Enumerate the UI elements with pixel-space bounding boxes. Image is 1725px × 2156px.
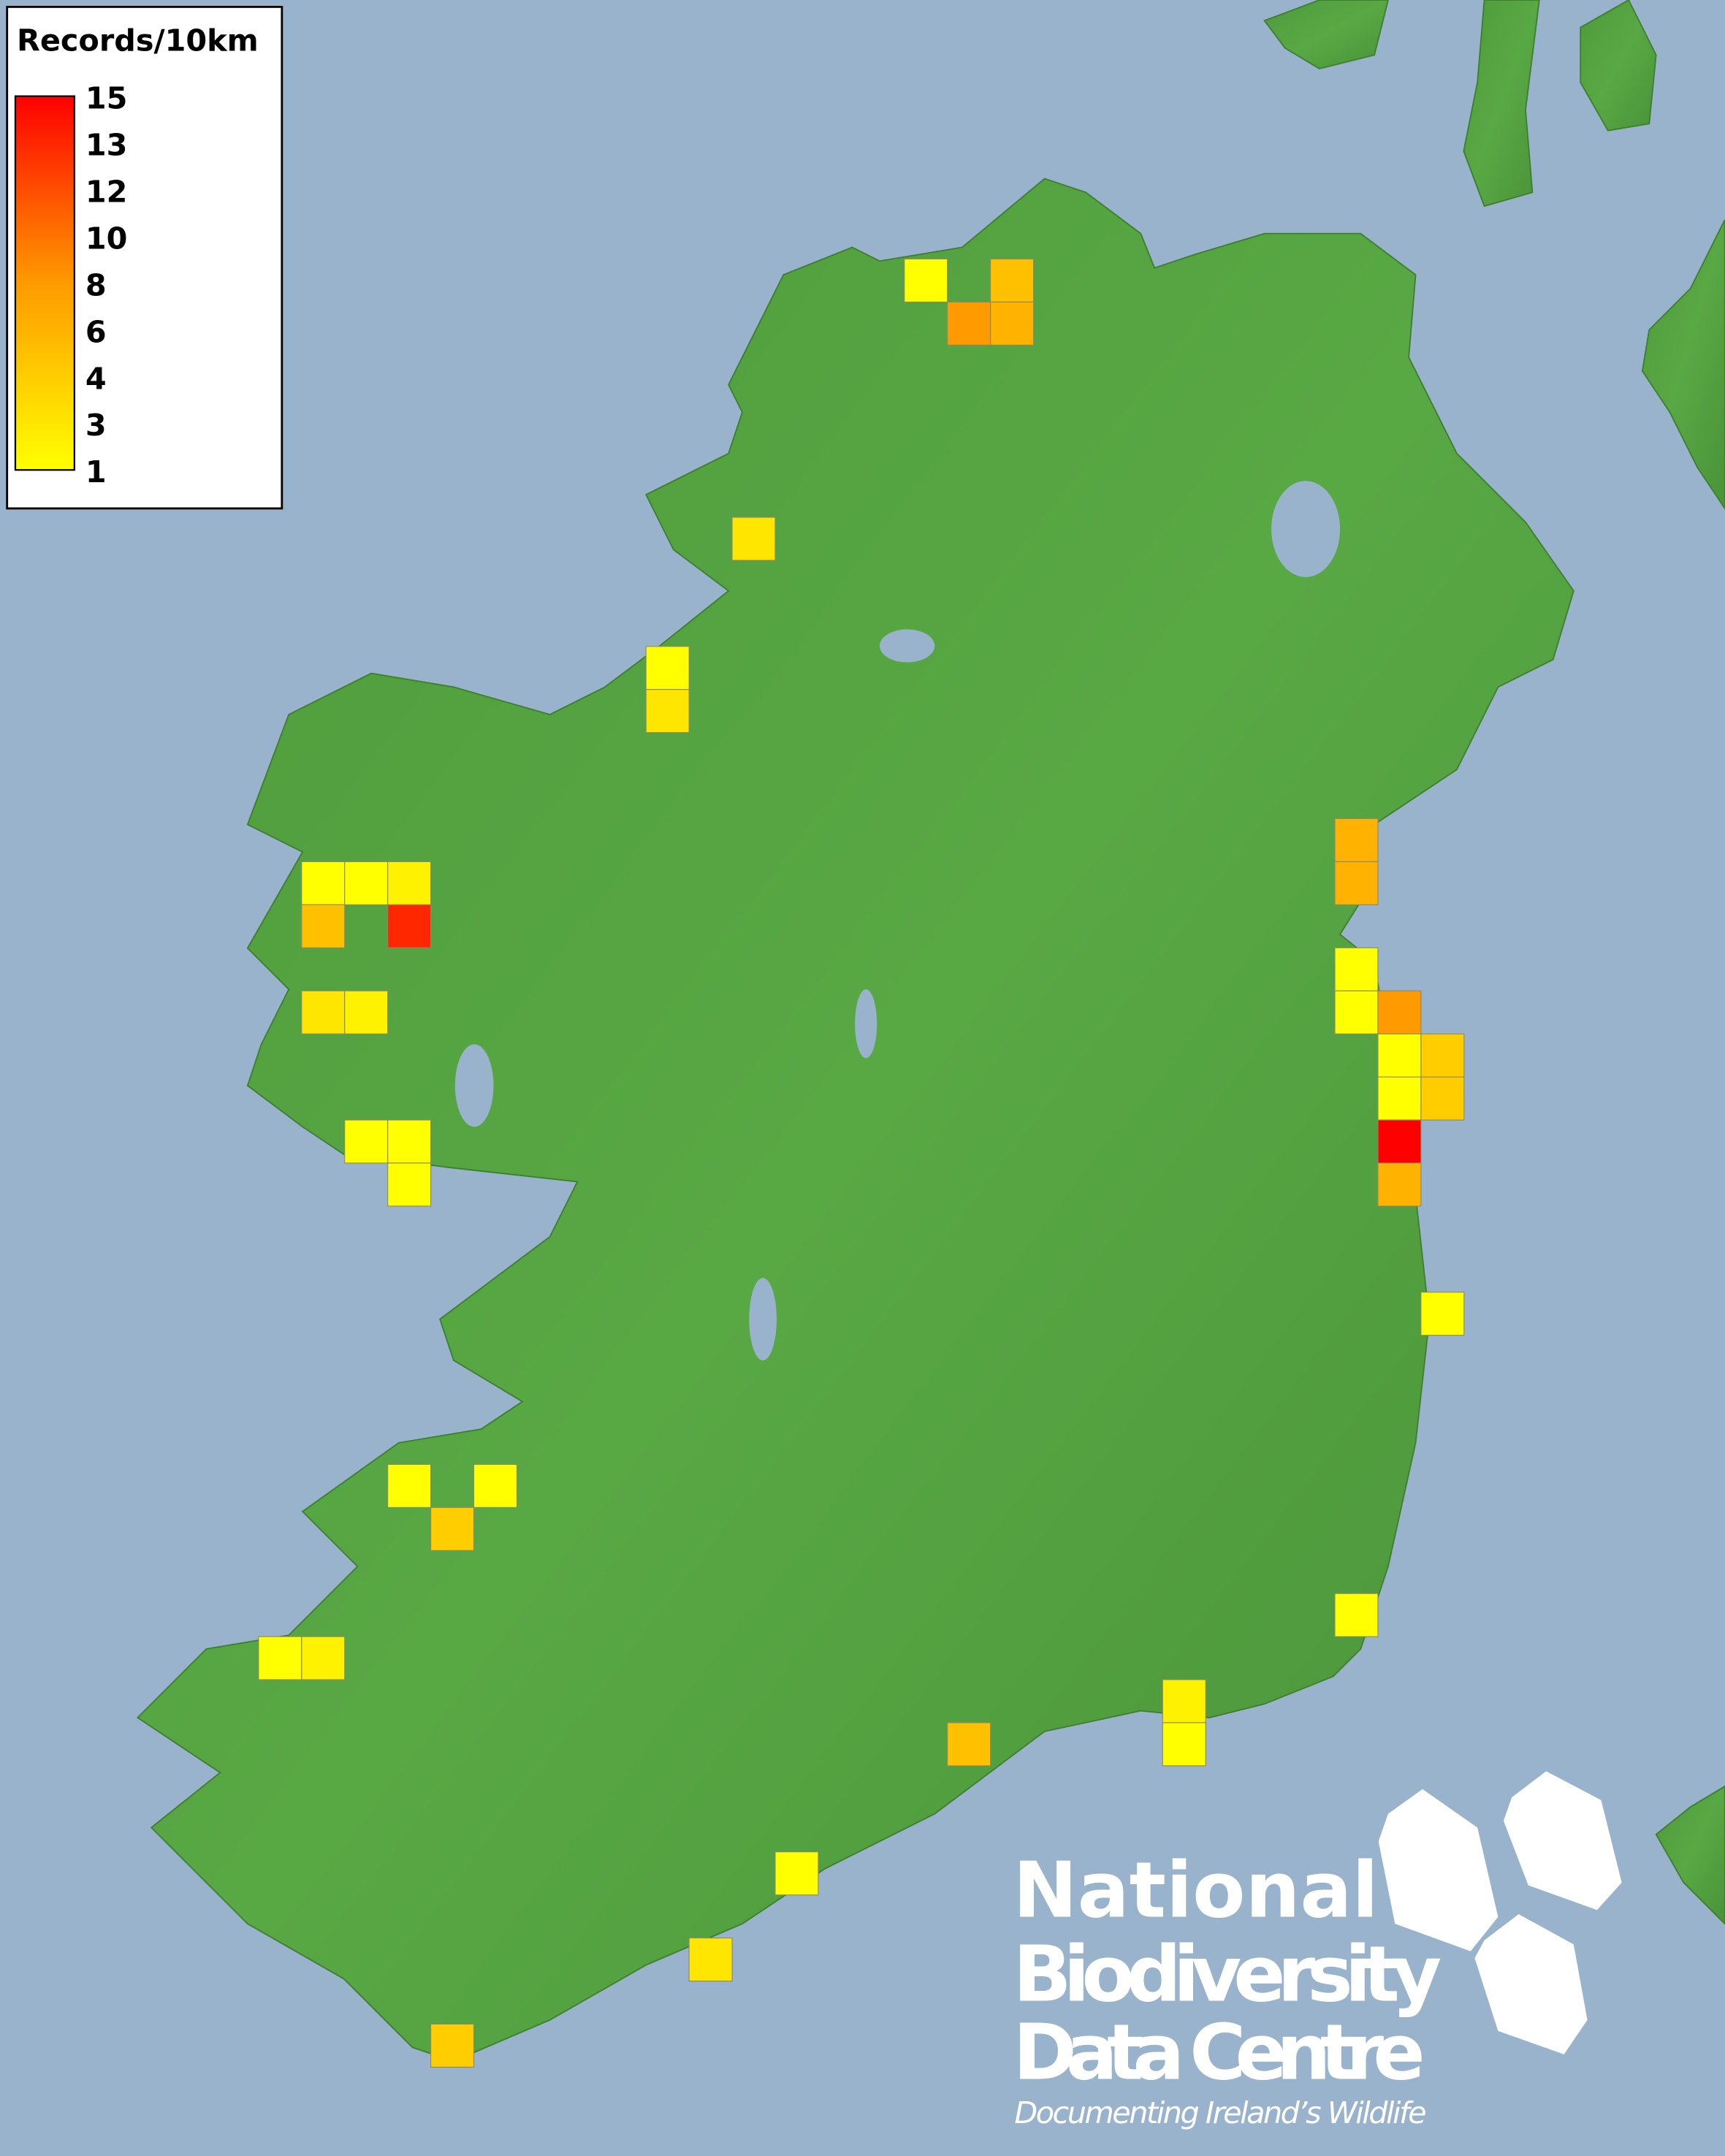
grid-square[interactable] <box>1377 1076 1422 1121</box>
legend-color-bar <box>14 95 75 471</box>
grid-square[interactable] <box>688 1938 733 1982</box>
scotland-islands <box>1263 0 1389 70</box>
butterfly-icon <box>1503 1771 1622 1911</box>
logo-line-biodiversity: Biodiversity <box>1013 1929 1442 2019</box>
grid-square[interactable] <box>430 1506 475 1551</box>
grid-square[interactable] <box>430 2023 475 2068</box>
logo-tagline: Documenting Ireland’s Wildlife <box>1014 2095 1426 2130</box>
ndbc-logo: National Biodiversity Data Centre Docume… <box>1013 1771 1622 2130</box>
grid-square[interactable] <box>387 1119 432 1164</box>
grid-square[interactable] <box>1334 1593 1379 1637</box>
grid-square[interactable] <box>301 990 346 1035</box>
grid-square[interactable] <box>1377 990 1422 1035</box>
grid-square[interactable] <box>1162 1722 1206 1767</box>
seahorse-icon <box>1474 1913 1588 2054</box>
legend-tick-label: 13 <box>85 128 128 163</box>
legend: Records/10km 15 13 12 10 8 6 4 3 1 <box>6 5 283 510</box>
lough-corrib <box>454 1044 494 1127</box>
grid-square[interactable] <box>947 301 991 346</box>
grid-square[interactable] <box>1334 861 1379 905</box>
grid-square[interactable] <box>387 904 432 948</box>
legend-tick-label: 3 <box>85 408 107 443</box>
grid-square[interactable] <box>301 904 346 948</box>
grid-square[interactable] <box>344 861 389 905</box>
grid-square[interactable] <box>344 990 389 1035</box>
grid-square[interactable] <box>990 258 1035 302</box>
grid-square[interactable] <box>1334 818 1379 863</box>
scotland-kintyre <box>1463 0 1540 207</box>
grid-square[interactable] <box>1334 990 1379 1035</box>
legend-title: Records/10km <box>17 23 259 58</box>
land-masses <box>136 0 1725 2062</box>
grid-square[interactable] <box>1377 1033 1422 1078</box>
legend-tick-label: 12 <box>85 174 128 209</box>
legend-tick-label: 1 <box>85 454 107 490</box>
logo-hexagon-icons <box>1378 1771 1622 2054</box>
lough-ree <box>855 989 877 1059</box>
grid-square[interactable] <box>301 1636 346 1680</box>
scotland-southwest <box>1641 219 1725 511</box>
grid-square[interactable] <box>1420 1076 1465 1121</box>
lough-neagh <box>1271 481 1341 577</box>
grid-square[interactable] <box>645 646 690 690</box>
legend-tick-label: 4 <box>85 361 107 396</box>
tree-icon <box>1378 1789 1499 1951</box>
scotland-arran <box>1580 0 1657 132</box>
grid-square[interactable] <box>990 301 1035 346</box>
grid-square[interactable] <box>473 1463 518 1508</box>
grid-square[interactable] <box>387 1463 432 1508</box>
grid-square[interactable] <box>947 1722 991 1767</box>
grid-square[interactable] <box>731 517 776 561</box>
lough-derg <box>749 1278 777 1361</box>
lakes <box>454 481 1341 1361</box>
legend-tick-label: 8 <box>85 267 107 302</box>
grid-square[interactable] <box>1420 1033 1465 1078</box>
grid-square[interactable] <box>387 1162 432 1207</box>
grid-square[interactable] <box>344 1119 389 1164</box>
legend-tick-label: 10 <box>85 221 128 256</box>
ireland-landmass <box>136 178 1574 2062</box>
lough-erne <box>880 629 935 663</box>
logo-line-data-centre: Data Centre <box>1013 2008 1425 2098</box>
grid-square[interactable] <box>1377 1119 1422 1164</box>
grid-square[interactable] <box>774 1851 819 1896</box>
grid-square[interactable] <box>1334 947 1379 991</box>
grid-square[interactable] <box>258 1636 302 1680</box>
grid-square[interactable] <box>387 861 432 905</box>
grid-square[interactable] <box>904 258 948 302</box>
grid-square[interactable] <box>1420 1292 1465 1336</box>
grid-square[interactable] <box>1162 1679 1206 1723</box>
records-grid <box>258 258 1465 2068</box>
legend-tick-label: 6 <box>85 314 107 349</box>
grid-square[interactable] <box>645 689 690 734</box>
legend-tick-label: 15 <box>85 81 128 116</box>
grid-square[interactable] <box>1377 1162 1422 1207</box>
logo-line-national: National <box>1013 1845 1378 1935</box>
grid-square[interactable] <box>301 861 346 905</box>
